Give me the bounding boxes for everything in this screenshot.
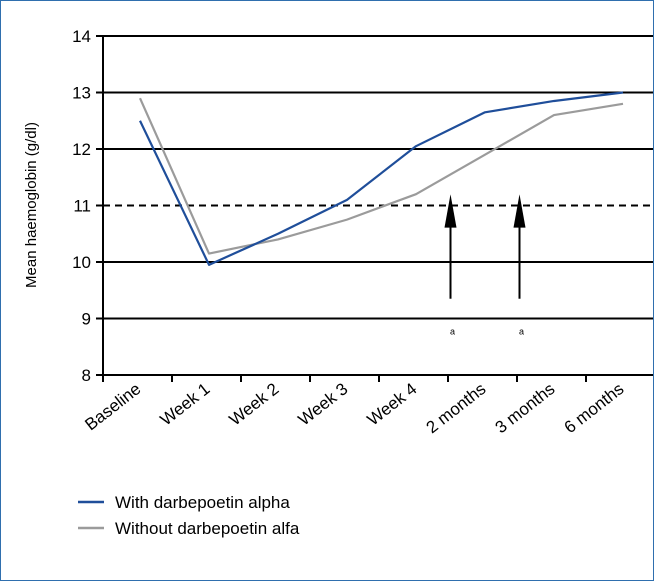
x-tick-label: 6 months: [561, 379, 628, 437]
x-tick-label: Week 4: [364, 379, 421, 429]
y-tick-label: 10: [72, 253, 91, 272]
y-tick-label: 11: [73, 197, 91, 216]
legend: With darbepoetin alpha Without darbepoeti…: [78, 493, 300, 538]
y-axis-label: Mean haemoglobin (g/dl): [23, 122, 40, 288]
series-line-without: [138, 97, 624, 255]
x-tick-label: Baseline: [81, 379, 144, 434]
grid-lines: [103, 35, 653, 320]
y-tick-label: 14: [72, 27, 91, 46]
legend-label: Without darbepoetin alfa: [115, 519, 300, 538]
x-tick-label: Week 3: [295, 379, 352, 429]
y-tick-label: 13: [72, 84, 91, 103]
x-tick-label: 2 months: [423, 379, 490, 437]
x-tick-label: Week 1: [157, 379, 214, 429]
axes: [96, 35, 653, 382]
y-tick-label: 8: [82, 366, 91, 385]
x-tick-label: Week 2: [226, 379, 283, 429]
x-tick-label: 3 months: [492, 379, 559, 437]
y-tick-label: 9: [82, 310, 91, 329]
arrow-head: [444, 194, 457, 228]
arrow-head: [513, 194, 526, 228]
series-lines: [138, 91, 624, 266]
legend-label: With darbepoetin alpha: [115, 493, 290, 512]
y-tick-label: 12: [72, 140, 91, 159]
annotation-note: a: [450, 326, 455, 336]
annotation-note: a: [519, 326, 524, 336]
series-line-with: [139, 91, 624, 266]
